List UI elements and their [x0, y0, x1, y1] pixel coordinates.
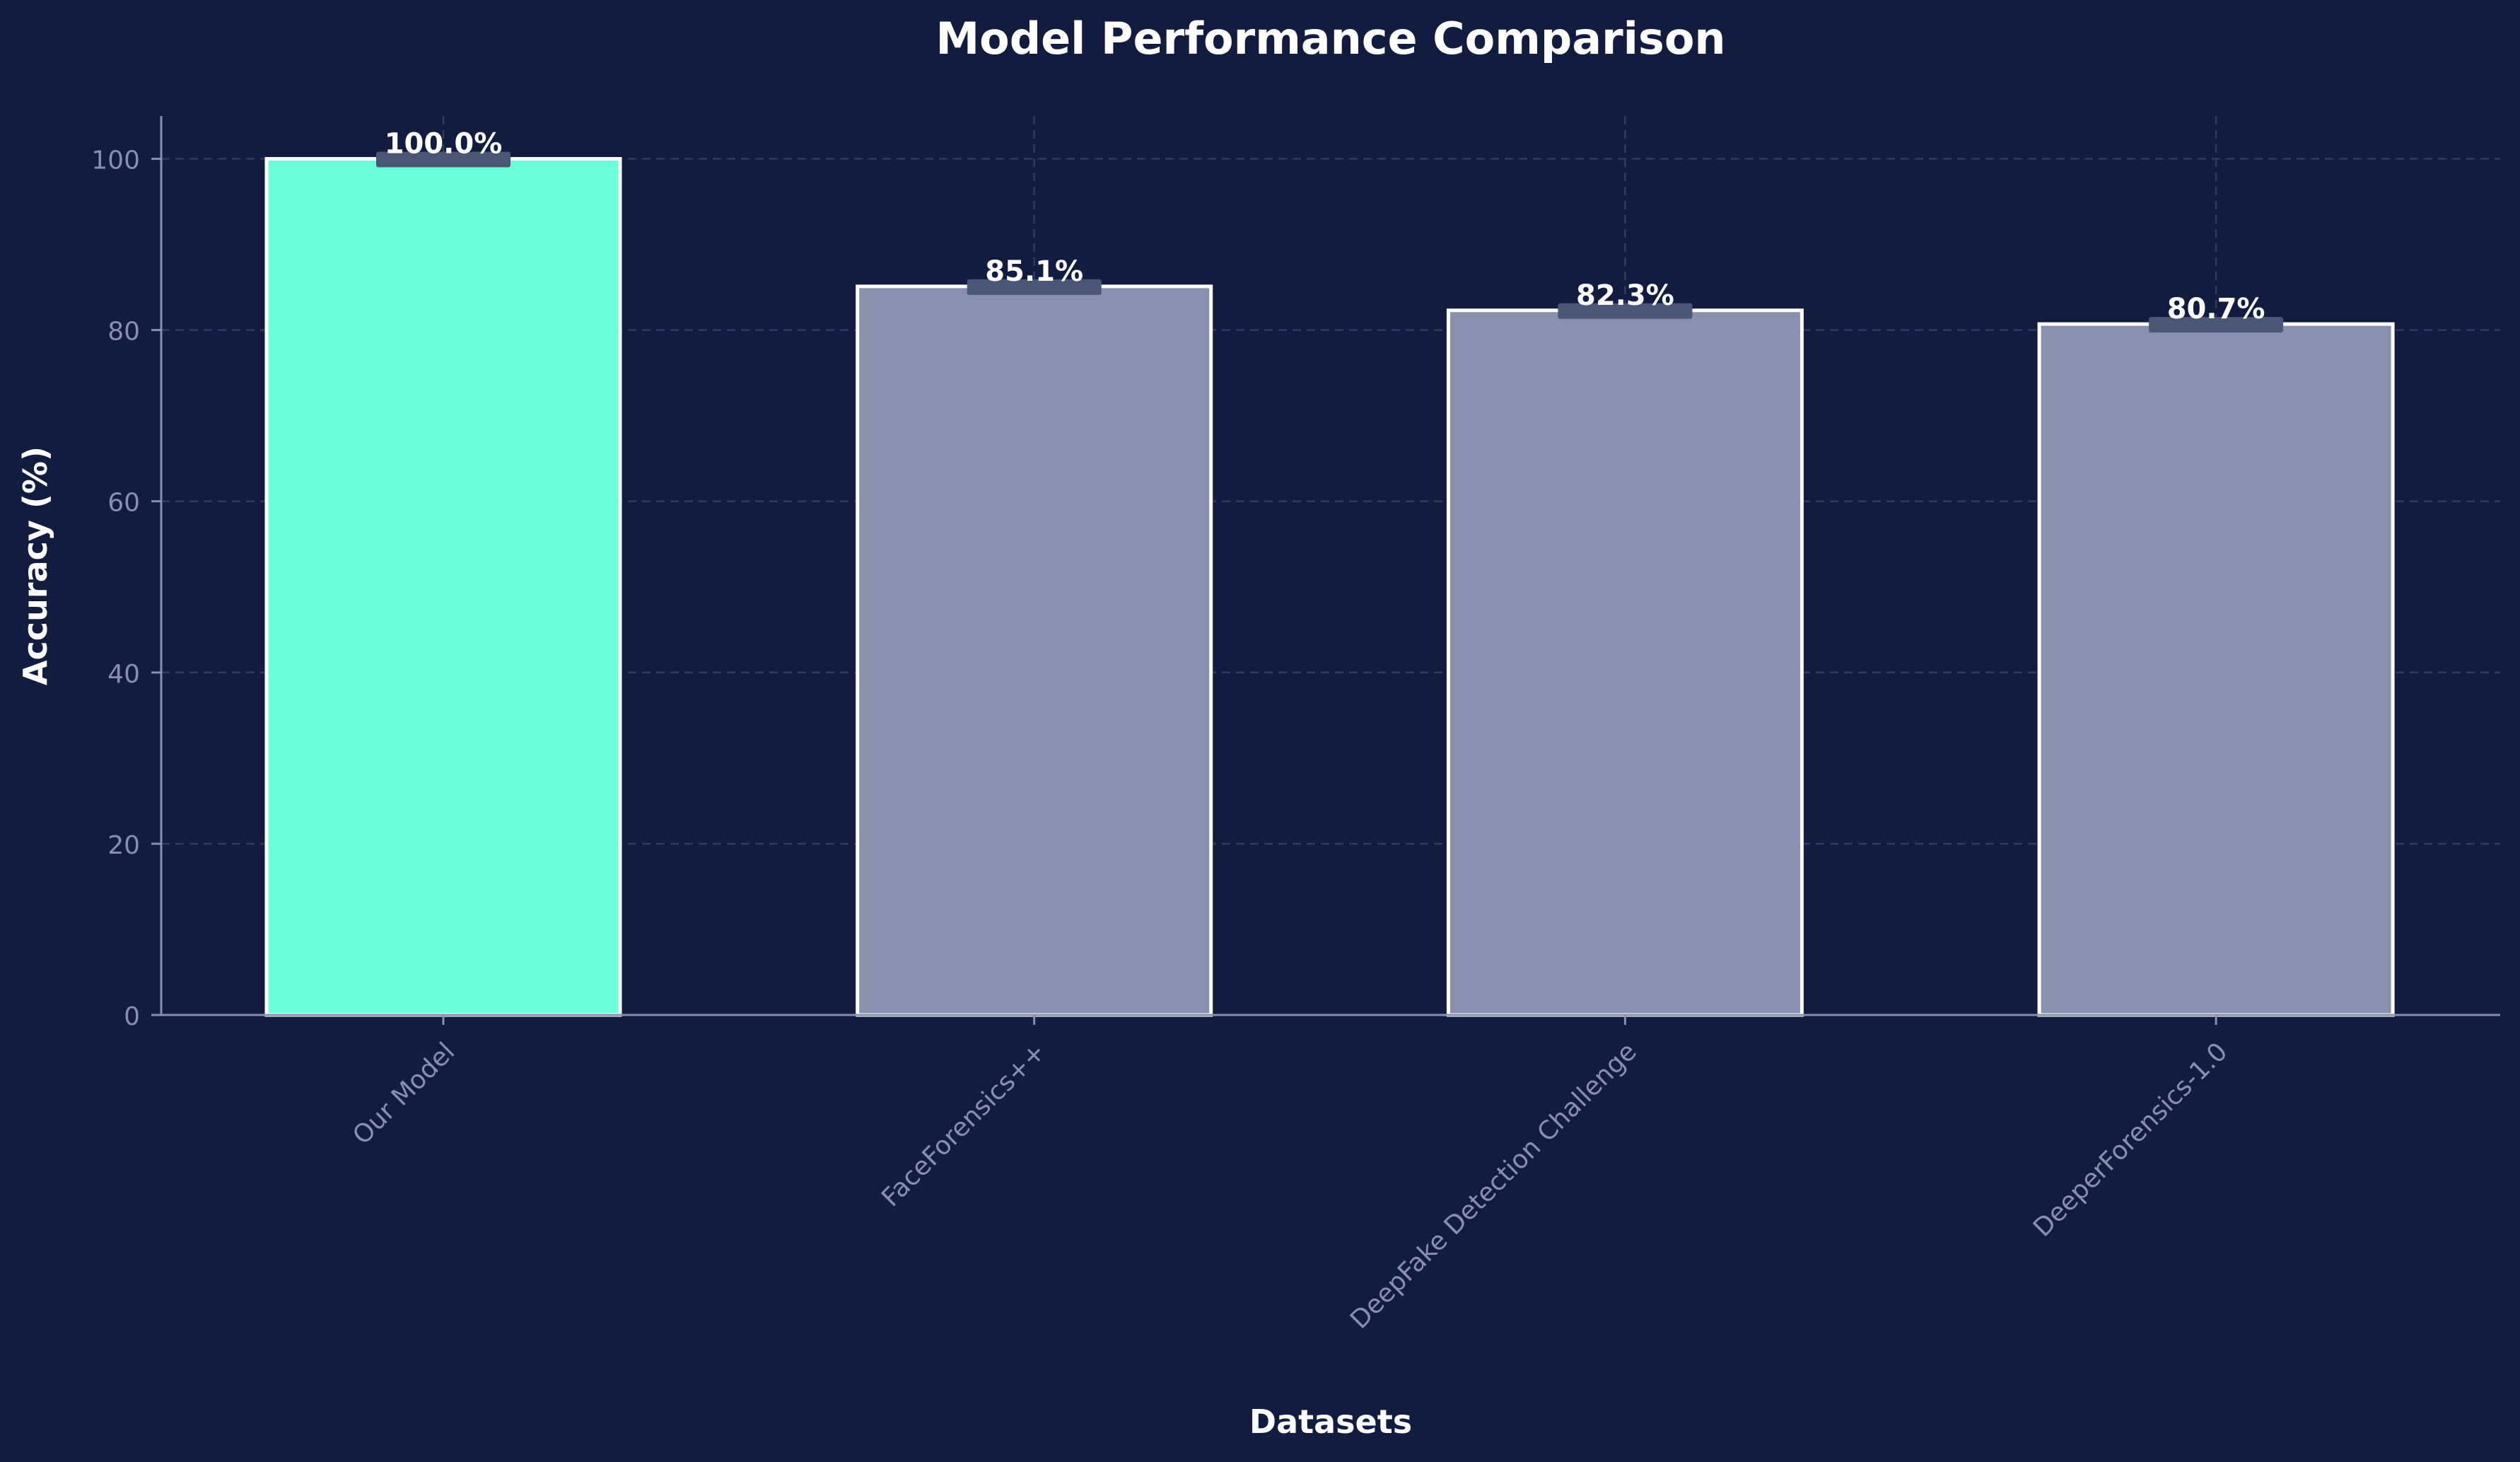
- bar: [1446, 308, 1804, 1017]
- x-axis-label: Datasets: [1249, 1403, 1412, 1441]
- bar: [856, 284, 1213, 1017]
- y-tick-label: 100: [91, 146, 140, 175]
- value-labels: 100.0% 85.1% 82.3% 80.7%: [376, 128, 2284, 333]
- bar: [2037, 322, 2395, 1017]
- value-label: 100.0%: [385, 128, 503, 161]
- value-label-badge: [2149, 317, 2284, 333]
- y-axis-label: Accuracy (%): [16, 446, 54, 685]
- y-tick-label: 40: [107, 660, 140, 689]
- chart-title: Model Performance Comparison: [935, 13, 1725, 64]
- y-tick-label: 80: [107, 318, 140, 347]
- value-label: 80.7%: [2167, 293, 2265, 325]
- y-tick-label: 0: [124, 1002, 140, 1031]
- value-label-badge: [967, 279, 1102, 295]
- y-tick-label: 20: [107, 831, 140, 860]
- value-label: 85.1%: [985, 255, 1083, 288]
- bar: [264, 157, 622, 1017]
- value-label: 82.3%: [1576, 279, 1674, 312]
- value-label-badge: [376, 151, 511, 168]
- y-tick-label: 60: [107, 489, 140, 518]
- value-label-badge: [1558, 303, 1693, 319]
